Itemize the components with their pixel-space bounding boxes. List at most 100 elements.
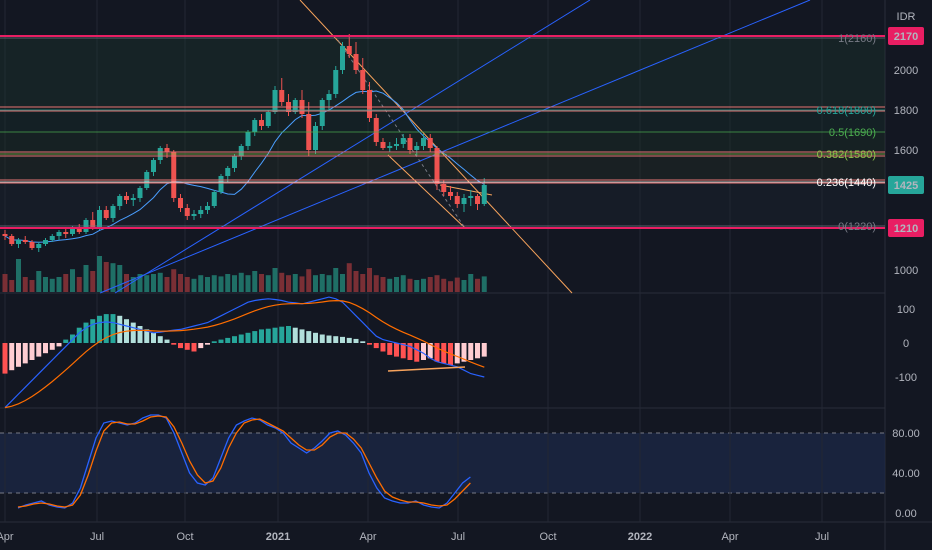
volume-bar	[252, 271, 258, 292]
candle-body	[265, 112, 271, 126]
candle-body	[272, 90, 278, 112]
candle-body	[319, 100, 325, 126]
volume-bar	[407, 278, 413, 292]
fib-label: 0.382(1580)	[817, 149, 876, 161]
fib-label: 1(2160)	[838, 33, 876, 45]
macd-histogram-bar	[171, 343, 177, 345]
volume-bar	[353, 271, 359, 292]
candle-body	[184, 208, 190, 216]
volume-bar	[380, 277, 386, 292]
volume-bar	[83, 265, 89, 292]
macd-histogram-bar	[272, 327, 278, 343]
volume-bar	[441, 278, 447, 292]
volume-bar	[367, 268, 372, 292]
fib-band	[0, 154, 885, 182]
candle-body	[117, 196, 123, 206]
currency-label[interactable]: IDR	[897, 11, 916, 23]
time-axis: Apr Jul Oct 2021 Apr Jul Oct 2022 Apr Jul	[0, 531, 829, 543]
candlesticks[interactable]	[2, 34, 487, 252]
volume-bar	[124, 274, 129, 292]
macd-histogram-bar	[394, 343, 399, 357]
candle-body	[171, 152, 177, 198]
macd-histogram-bar	[306, 331, 312, 343]
macd-histogram-bar	[218, 339, 224, 343]
candle-body	[130, 198, 136, 200]
fib-label: 0.236(1440)	[817, 177, 876, 189]
macd-histogram-bar	[76, 327, 82, 343]
stochastic-panel: 80.00 40.00 0.00	[17, 414, 920, 520]
fib-band	[0, 38, 885, 110]
macd-histogram-bar	[110, 314, 116, 343]
time-tick-label: 2021	[266, 531, 290, 543]
volume-bar	[286, 275, 291, 292]
macd-histogram-bar	[245, 332, 251, 343]
volume-bar	[97, 256, 102, 292]
candle-body	[22, 240, 28, 242]
candle-body	[16, 240, 21, 244]
macd-histogram-bar	[434, 343, 440, 362]
candle-body	[164, 148, 170, 152]
candle-body	[279, 90, 285, 102]
macd-histogram-bar	[56, 343, 62, 347]
macd-histogram-bar	[157, 336, 163, 343]
fib-band	[0, 132, 885, 154]
price-tick-label: 1000	[894, 265, 918, 277]
macd-histogram-bar	[326, 335, 332, 343]
volume-bar	[191, 278, 197, 292]
candle-body	[198, 210, 204, 214]
macd-histogram-bar	[279, 326, 285, 343]
macd-histogram-bar	[441, 343, 447, 364]
fib-label: 0.5(1690)	[829, 127, 876, 139]
candle-body	[36, 244, 42, 248]
candle-body	[151, 160, 156, 172]
candle-body	[232, 156, 237, 168]
candle-body	[326, 94, 332, 100]
macd-histogram-bar	[286, 326, 291, 343]
candle-body	[103, 210, 109, 218]
macd-histogram-bar	[360, 341, 366, 343]
volume-bar	[70, 269, 75, 292]
macd-histogram-bar	[103, 314, 109, 343]
stoch-tick-label: 40.00	[892, 468, 920, 480]
volume-bar	[218, 276, 224, 292]
macd-histogram-bar	[252, 331, 258, 343]
macd-histogram-bar	[373, 343, 379, 349]
macd-histogram-bar	[2, 343, 8, 374]
macd-histogram-bar	[29, 343, 35, 360]
volume-bar	[454, 277, 460, 292]
macd-histogram-bar	[63, 339, 69, 343]
macd-tick-label: -100	[895, 372, 917, 384]
candle-body	[461, 198, 467, 204]
candle-body	[56, 232, 62, 236]
candle-body	[333, 70, 339, 94]
candle-body	[63, 232, 69, 234]
volume-bar	[43, 277, 48, 292]
price-tick-label: 1800	[894, 105, 918, 117]
candle-body	[346, 46, 352, 54]
price-label-badge	[888, 219, 924, 237]
signal-line	[4, 299, 485, 409]
macd-histogram-bar	[117, 315, 123, 343]
stoch-tick-label: 80.00	[892, 428, 920, 440]
candle-body	[421, 138, 426, 146]
macd-histogram-bar	[164, 339, 170, 343]
macd-histogram-bar	[198, 343, 204, 349]
volume-bar	[2, 274, 8, 292]
fib-labels: 1(2160) 0.618(1800) 0.5(1690) 0.382(1580) 0.…	[817, 33, 876, 233]
volume-bar	[63, 274, 69, 292]
candle-body	[427, 138, 433, 148]
volume-bar	[448, 281, 453, 292]
macd-panel: 100 0 -100	[2, 296, 917, 409]
volume-bar	[292, 274, 298, 292]
stoch-d-line	[17, 415, 471, 508]
candle-body	[468, 196, 474, 198]
candle-body	[454, 196, 460, 204]
volume-bar	[171, 269, 177, 292]
macd-histogram-bar	[387, 343, 393, 355]
volume-bar	[299, 276, 305, 292]
volume-bar	[427, 277, 433, 292]
horizontal-levels	[0, 35, 885, 229]
candle-body	[252, 120, 258, 132]
price-label-text: 1425	[894, 180, 918, 192]
